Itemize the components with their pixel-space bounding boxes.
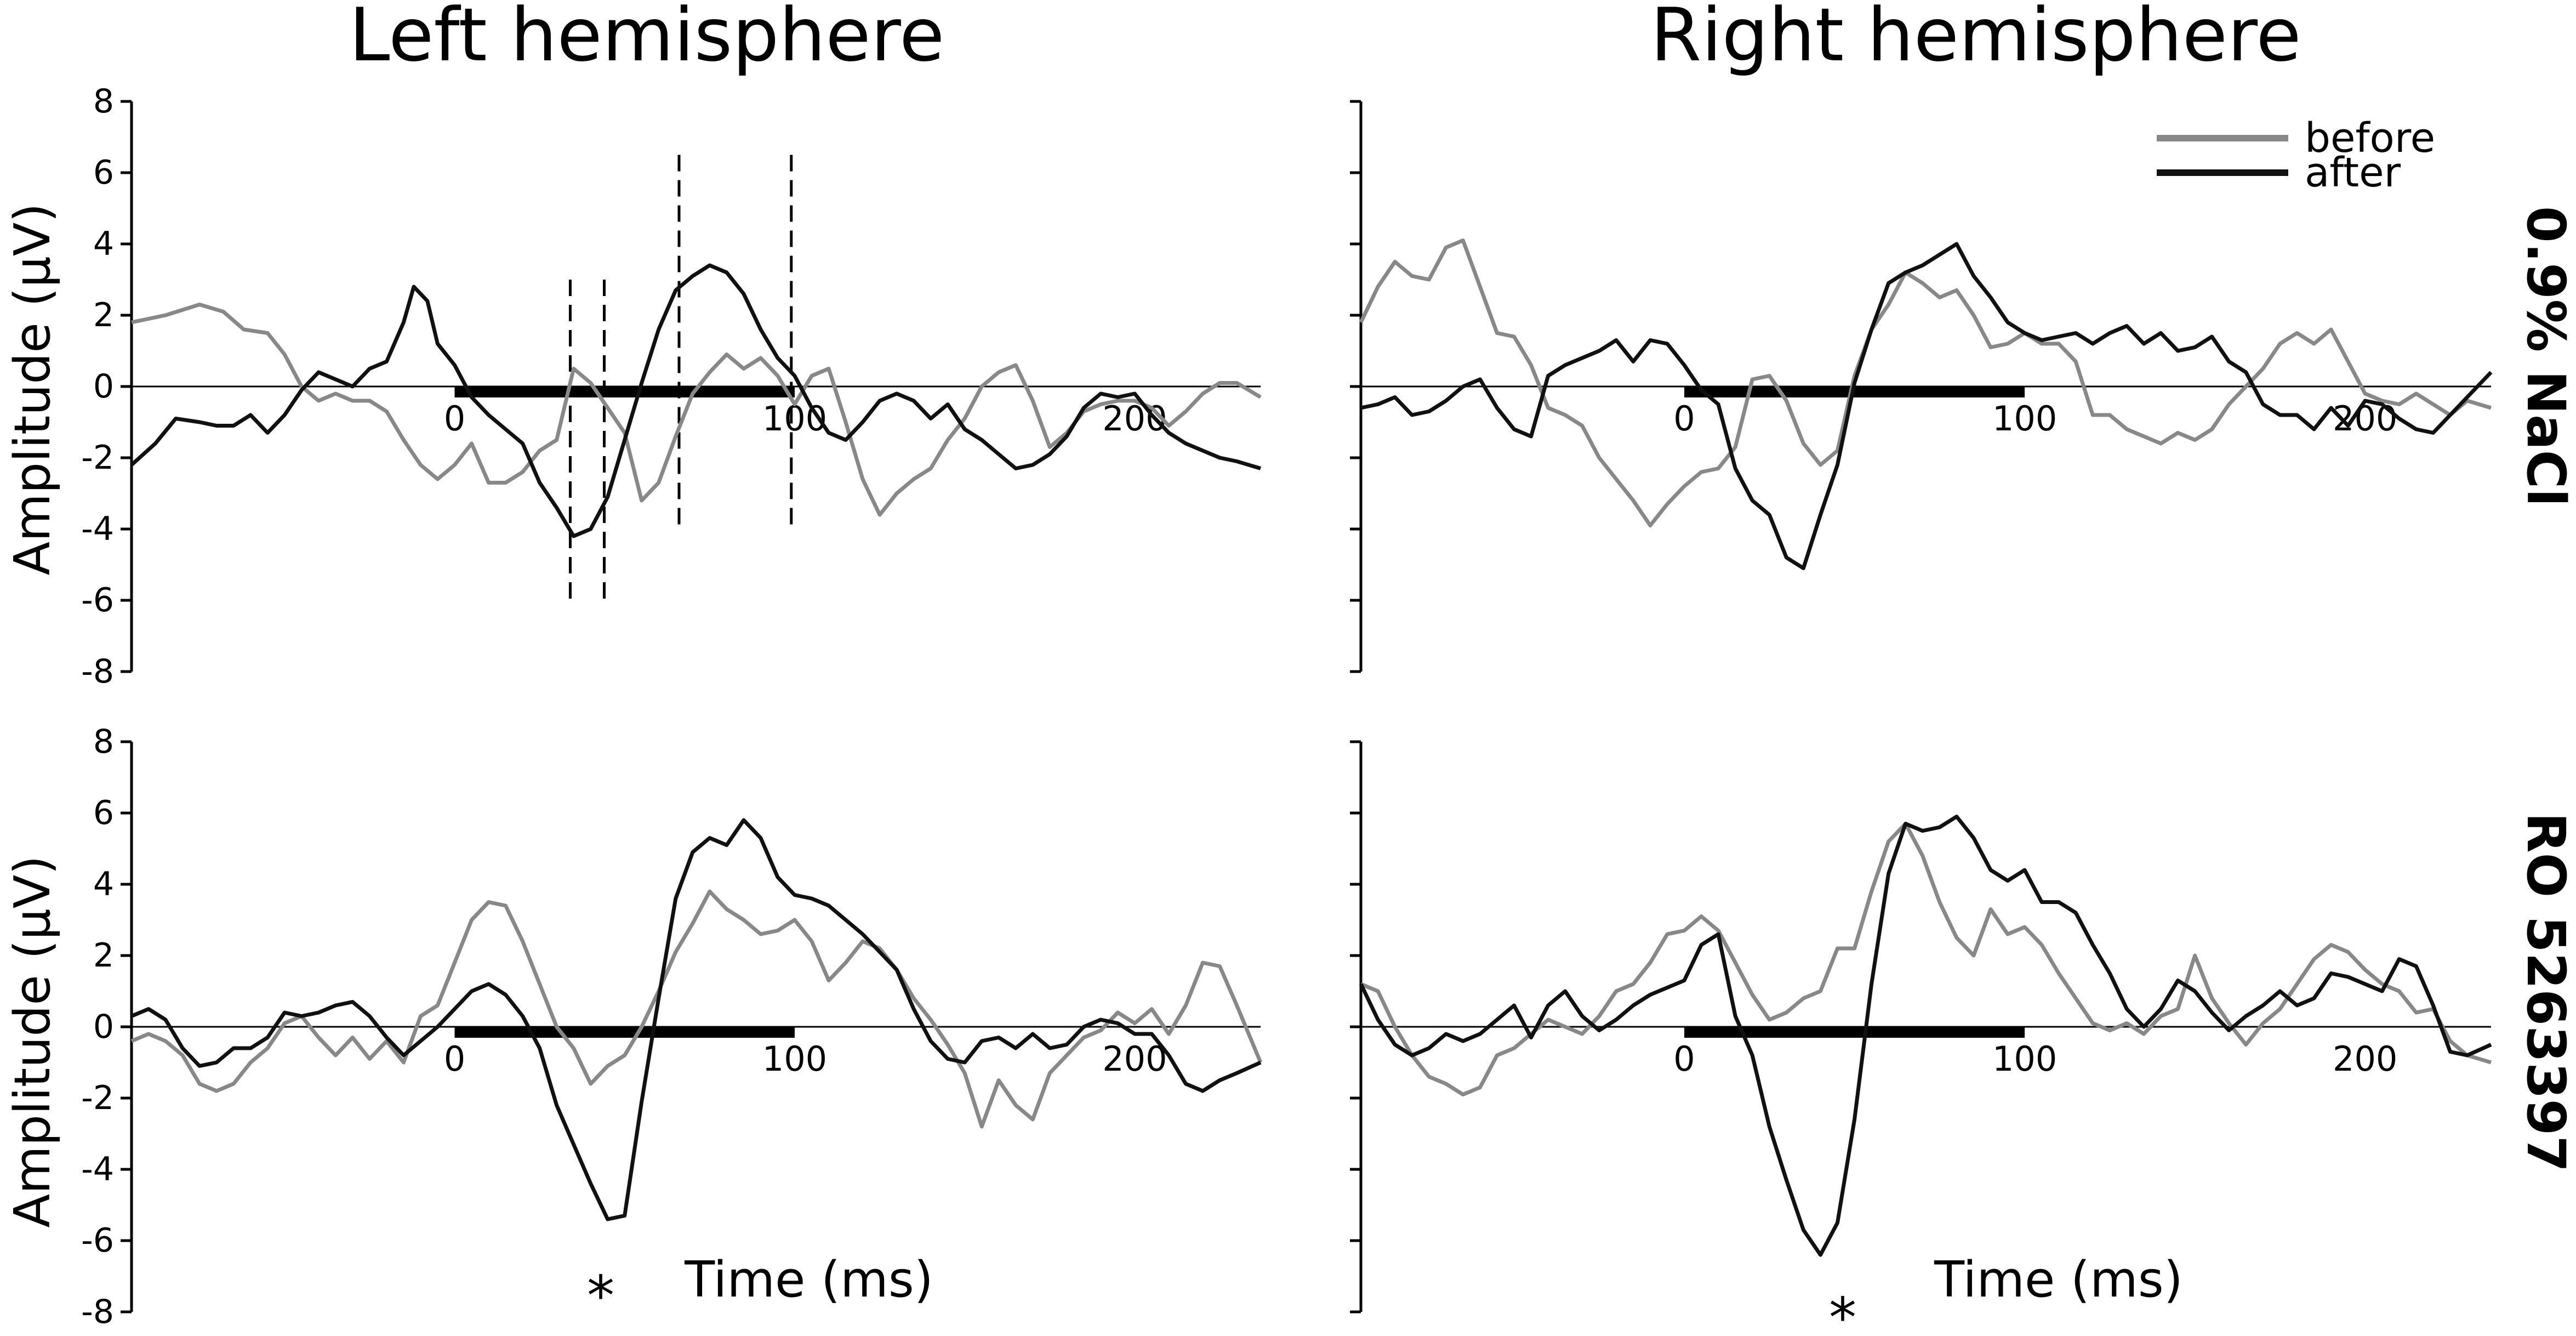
panel-1: 0 100 200 <box>1350 100 2493 673</box>
series-line-before <box>1360 822 2492 1096</box>
series-line-before <box>131 303 1262 517</box>
panel-3: 0 100 200 <box>1350 740 2492 1314</box>
x-tick-label: 0 <box>444 399 465 439</box>
legend-label-before: before <box>2305 115 2435 162</box>
series-line-after <box>1360 242 2493 570</box>
y-tick-label: -4 <box>81 510 114 548</box>
column-title-left: Left hemisphere <box>349 0 945 78</box>
y-tick-label: 4 <box>93 865 114 903</box>
series-line-after <box>1359 815 2492 1257</box>
y-tick-label: 2 <box>93 936 114 975</box>
x-tick-label: 0 <box>1673 399 1695 439</box>
series-line-before <box>1359 238 2492 527</box>
y-axis-label-top: Amplitude (µV) <box>4 203 61 576</box>
y-tick-label: -2 <box>81 439 114 477</box>
legend: before after <box>2157 115 2435 196</box>
y-axis-label-bottom: Amplitude (µV) <box>4 856 61 1228</box>
row-label-nacl: 0.9% NaCl <box>2515 206 2576 507</box>
x-axis-label-left: Time (ms) <box>684 1251 933 1309</box>
row-label-ro: RO 5263397 <box>2515 812 2576 1173</box>
y-tick-label: 0 <box>93 1008 114 1046</box>
x-tick-label: 0 <box>1673 1039 1695 1079</box>
y-tick-label: 4 <box>93 225 114 263</box>
y-tick-label: -6 <box>81 581 114 619</box>
x-tick-label: 100 <box>1992 399 2057 439</box>
x-tick-label: 100 <box>1992 1039 2057 1079</box>
x-tick-label: 200 <box>1102 1039 1167 1079</box>
x-tick-label: 200 <box>2333 1039 2397 1079</box>
y-tick-label: 0 <box>93 367 114 406</box>
column-title-right: Right hemisphere <box>1650 0 2301 78</box>
y-tick-label: -8 <box>81 652 114 691</box>
panel-2: 8 6 4 2 0 -2 -4 -6 -8 0 100 200 <box>81 723 1263 1331</box>
x-axis-label-right: Time (ms) <box>1934 1251 2183 1309</box>
y-tick-label: 6 <box>93 794 114 832</box>
y-tick-label: 2 <box>93 296 114 334</box>
y-tick-label: -6 <box>81 1221 114 1260</box>
y-tick-label: -2 <box>81 1079 114 1117</box>
y-tick-label: 8 <box>93 82 114 121</box>
y-tick-label: 6 <box>93 154 114 192</box>
series-line-after <box>130 263 1262 538</box>
x-tick-label: 100 <box>762 1039 827 1079</box>
legend-label-after: after <box>2305 149 2401 196</box>
y-tick-label: -4 <box>81 1150 114 1189</box>
significance-marker-left: * <box>587 1264 614 1328</box>
series-line-after <box>130 818 1262 1221</box>
significance-marker-right: * <box>1829 1286 1856 1336</box>
y-tick-label: 8 <box>93 723 114 761</box>
series-line-before <box>130 889 1263 1129</box>
x-tick-label: 0 <box>444 1039 465 1079</box>
y-tick-label: -8 <box>81 1293 114 1331</box>
